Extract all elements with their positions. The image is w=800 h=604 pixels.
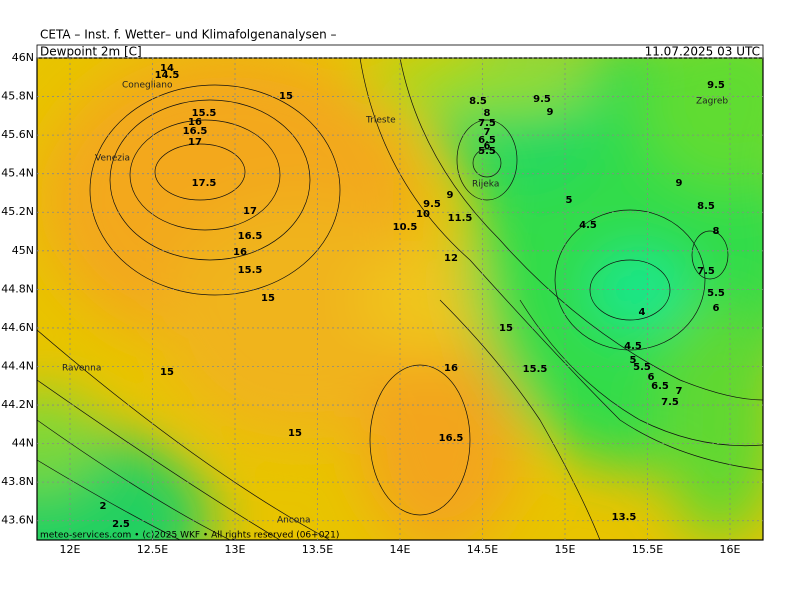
contour-label: 4.5 xyxy=(624,341,642,352)
lat-label: 43.8N xyxy=(1,475,34,488)
lat-label: 45N xyxy=(12,244,34,257)
contour-label: 11.5 xyxy=(448,213,473,224)
copyright: meteo-services.com • (c)2025 WKF • All r… xyxy=(40,531,339,541)
contour-label: 2 xyxy=(100,501,107,512)
lon-label: 12E xyxy=(60,543,81,556)
city-label: Trieste xyxy=(365,116,396,126)
contour-label: 10.5 xyxy=(393,222,418,233)
contour-label: 5.5 xyxy=(707,288,725,299)
contour-label: 15 xyxy=(261,293,275,304)
contour-label: 16 xyxy=(444,363,458,374)
valid-time: 11.07.2025 03 UTC xyxy=(645,45,760,59)
contour-label: 12 xyxy=(444,253,458,264)
contour-label: 10 xyxy=(416,209,430,220)
contour-label: 7.5 xyxy=(661,397,679,408)
city-label: Venezia xyxy=(95,154,130,164)
lon-label: 14E xyxy=(390,543,411,556)
lat-label: 45.4N xyxy=(1,167,34,180)
lon-label: 16E xyxy=(720,543,741,556)
contour-label: 16.5 xyxy=(238,231,263,242)
contour-label: 15 xyxy=(160,367,174,378)
lat-label: 45.2N xyxy=(1,205,34,218)
lon-label: 13E xyxy=(225,543,246,556)
lon-label: 15E xyxy=(555,543,576,556)
contour-label: 15 xyxy=(288,428,302,439)
lat-label: 45.6N xyxy=(1,128,34,141)
contour-label: 8 xyxy=(713,226,720,237)
contour-label: 9 xyxy=(676,178,683,189)
lat-label: 46N xyxy=(12,51,34,64)
contour-label: 9 xyxy=(547,107,554,118)
contour-label: 15 xyxy=(499,323,513,334)
contour-label: 6 xyxy=(713,303,720,314)
contour-label: 7 xyxy=(676,386,683,397)
contour-label: 8.5 xyxy=(697,201,715,212)
lat-label: 44.8N xyxy=(1,282,34,295)
contour-label: 5.5 xyxy=(478,146,496,157)
contour-label: 15.5 xyxy=(523,364,548,375)
lon-label: 14.5E xyxy=(467,543,498,556)
contour-label: 14 xyxy=(160,63,174,74)
lon-label: 13.5E xyxy=(302,543,333,556)
lat-label: 44N xyxy=(12,437,34,450)
contour-label: 6 xyxy=(648,372,655,383)
contour-label: 7.5 xyxy=(697,266,715,277)
contour-label: 4 xyxy=(639,307,646,318)
contour-label: 14.5 xyxy=(155,70,180,81)
contour-label: 5.5 xyxy=(633,362,651,373)
contour-label: 16.5 xyxy=(439,433,464,444)
contour-label: 9.5 xyxy=(707,80,725,91)
city-label: Ravenna xyxy=(62,364,101,374)
contour-label: 6 xyxy=(484,141,491,152)
contour-label: 17 xyxy=(188,137,202,148)
contour-label: 9.5 xyxy=(533,94,551,105)
contour-label: 6.5 xyxy=(478,135,496,146)
lon-label: 12.5E xyxy=(137,543,168,556)
contour-label: 8 xyxy=(484,108,491,119)
field-title: Dewpoint 2m [C] xyxy=(40,45,142,59)
contour-label: 9 xyxy=(447,190,454,201)
lat-label: 44.6N xyxy=(1,321,34,334)
contour-label: 17.5 xyxy=(192,178,217,189)
contour-label: 7.5 xyxy=(478,118,496,129)
contour-label: 16 xyxy=(233,247,247,258)
contour-label: 9.5 xyxy=(423,199,441,210)
contour-label: 16.5 xyxy=(183,126,208,137)
contour-label: 5 xyxy=(566,195,573,206)
city-label: Zagreb xyxy=(696,97,728,107)
lon-label: 15.5E xyxy=(632,543,663,556)
contour-label: 2.5 xyxy=(112,519,130,530)
contour-label: 15.5 xyxy=(238,265,263,276)
city-label: Conegliano xyxy=(122,81,173,91)
contour-label: 4.5 xyxy=(579,220,597,231)
contour-label: 17 xyxy=(243,206,257,217)
lat-label: 44.4N xyxy=(1,359,34,372)
institute: CETA – Inst. f. Wetter– und Klimafolgena… xyxy=(40,28,337,42)
contour-label: 8.5 xyxy=(469,96,487,107)
contour-label: 6.5 xyxy=(651,381,669,392)
contour-label: 15.5 xyxy=(192,108,217,119)
city-label: Rijeka xyxy=(472,180,499,190)
contour-label: 5 xyxy=(630,355,637,366)
city-label: Ancona xyxy=(277,516,311,526)
contour-label: 16 xyxy=(188,117,202,128)
lat-label: 43.6N xyxy=(1,514,34,527)
contour-label: 13.5 xyxy=(612,512,637,523)
contour-label: 15 xyxy=(279,91,293,102)
contour-label: 7 xyxy=(484,127,491,138)
lat-label: 44.2N xyxy=(1,398,34,411)
lat-label: 45.8N xyxy=(1,90,34,103)
